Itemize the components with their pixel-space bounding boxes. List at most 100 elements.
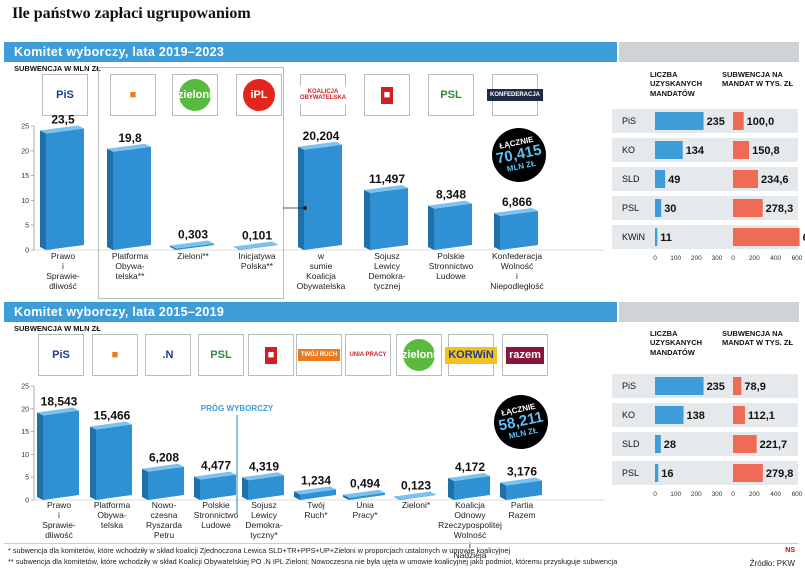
c1-bar-side (234, 246, 240, 250)
s1-table-per-mandate-axis-tick: 200 (749, 255, 760, 262)
c2-bar-top (37, 407, 79, 416)
c1-data-label: 0,303 (178, 227, 208, 241)
s1-table-row-bg (612, 109, 798, 133)
c1-bar (240, 244, 278, 250)
c1-category-label: Sojusz (374, 251, 400, 261)
c1-bar-side (364, 189, 370, 250)
c2-category-label: tyczny* (250, 530, 278, 540)
c2-category-label: dliwość (45, 530, 74, 540)
s1-table-per-mandate-bar (733, 199, 763, 217)
c2-y-tick-label: 25 (21, 384, 29, 391)
c2-data-label: 4,477 (201, 459, 231, 473)
pis-logo: PiS (38, 334, 84, 376)
c1-category-label: w (317, 251, 325, 261)
po-logo: ■ (92, 334, 138, 376)
page-title: Ile państwo zapłaci ugrupowaniom (12, 5, 251, 22)
c1-category-label: Konfederacja (492, 251, 542, 261)
coalition-highlight-box (98, 67, 284, 299)
s1-table-mandates-value: 11 (660, 232, 672, 244)
c1-category-label: Prawo (51, 251, 75, 261)
c1-data-label: 11,497 (369, 172, 405, 186)
s2-table-mandates-bar (655, 406, 684, 424)
sld-logo-text: ■ (380, 86, 394, 104)
c2-category-label: telska (101, 520, 123, 530)
twoj-ruch-logo: TWÓJ RUCH (296, 334, 342, 376)
s1-table-per-mandate-value: 624,2 (803, 232, 805, 244)
s1-table-mandates-bar (655, 141, 683, 159)
c1-category-label: i (516, 271, 518, 281)
c1-bar-side (428, 205, 434, 250)
s1-table-mandates-value: 235 (707, 116, 725, 128)
threshold-label: PRÓG WYBORCZY (201, 404, 274, 413)
source-note: Źródło: PKW (749, 559, 795, 568)
c1-category-label: Obywa- (115, 261, 144, 271)
c2-bar-top (294, 486, 336, 495)
c2-category-label: Sprawie- (42, 520, 76, 530)
c1-bar-side (107, 148, 113, 250)
c2-category-label: Unia (356, 500, 374, 510)
s1-table-per-mandate-axis-tick: 600 (792, 255, 803, 262)
s2-table-mandates-value: 235 (707, 381, 725, 393)
s2-table-mandates-axis-tick: 100 (670, 491, 681, 498)
section-1-heading: Komitet wyborczy, lata 2019–2023 (4, 42, 617, 62)
s1-table-per-mandate-axis-tick: 0 (731, 255, 735, 262)
c1-bar-side (298, 146, 304, 250)
s2-table-row-bg (612, 374, 798, 398)
s2-table-per-mandate-axis-tick: 200 (749, 491, 760, 498)
c2-category-label: Odnowy (454, 510, 486, 520)
section-1-unit-label: SUBWENCJA W MLN ZŁ (14, 64, 101, 73)
s2-table-row-label: KO (622, 410, 635, 420)
c2-bar (300, 489, 336, 500)
c2-category-label: Nadzieja (453, 550, 486, 560)
s1-table-per-mandate-value: 150,8 (752, 145, 780, 157)
s1-table-per-mandate-bar (733, 141, 750, 159)
po-logo-text: ■ (126, 86, 140, 104)
psl-logo: PSL (198, 334, 244, 376)
c1-bar (113, 146, 151, 250)
c2-category-label: Lewicy (251, 510, 278, 520)
s2-table-row-bg (612, 461, 798, 485)
c2-bar-side (37, 412, 43, 500)
s1-table-mandates-axis-tick: 100 (670, 255, 681, 262)
c2-data-label: 6,208 (149, 451, 179, 465)
c1-bar-top (494, 207, 538, 216)
c2-bar (400, 494, 436, 500)
c2-y-tick-label: 10 (21, 452, 29, 459)
konfederacja-logo-text: KONFEDERACJA (487, 89, 544, 101)
pis-logo-text: PiS (49, 346, 73, 364)
footnote-1-text: subwencja dla komitetów, które wchodziły… (12, 546, 511, 555)
c1-category-label: Wolność (501, 261, 534, 271)
s2-table-per-mandate-value: 78,9 (744, 381, 765, 393)
c2-bar (349, 492, 385, 500)
c2-y-tick-label: 20 (21, 406, 29, 413)
c1-data-label: 0,101 (242, 228, 272, 242)
c2-category-label: Nowo- (152, 500, 177, 510)
s2-table-per-mandate-bar (733, 435, 757, 453)
sld-logo-text: ■ (264, 346, 278, 364)
c2-bar-top (448, 472, 490, 481)
s2-table-per-mandate-bar (733, 464, 763, 482)
c1-category-label: Zieloni** (177, 251, 209, 261)
sld-logo: ■ (364, 74, 410, 116)
zieloni-logo-text: zieloni (178, 79, 212, 111)
c1-y-tick-label: 5 (25, 223, 29, 230)
c2-bar (43, 410, 79, 500)
c1-category-label: Polskie (437, 251, 465, 261)
c2-bar-side (500, 482, 506, 500)
razem-logo: razem (502, 334, 548, 376)
c2-bar-side (242, 477, 248, 500)
c2-data-label: 0,494 (350, 477, 380, 491)
c1-bar-side (170, 245, 176, 250)
c2-category-label: Petru (154, 530, 175, 540)
c2-bar-side (142, 468, 148, 500)
c1-data-label: 19,8 (118, 131, 142, 145)
s1-table-mandates-bar (655, 228, 658, 246)
c1-data-label: 6,866 (502, 195, 532, 209)
c1-category-label: Inicjatywa (238, 251, 276, 261)
section-2-right-strip (619, 302, 799, 322)
s2-table-per-mandate-bar (733, 406, 745, 424)
s2-table-mandates-bar (655, 435, 661, 453)
c1-category-label: i (62, 261, 64, 271)
s1-table-mandates-value: 30 (664, 203, 676, 215)
